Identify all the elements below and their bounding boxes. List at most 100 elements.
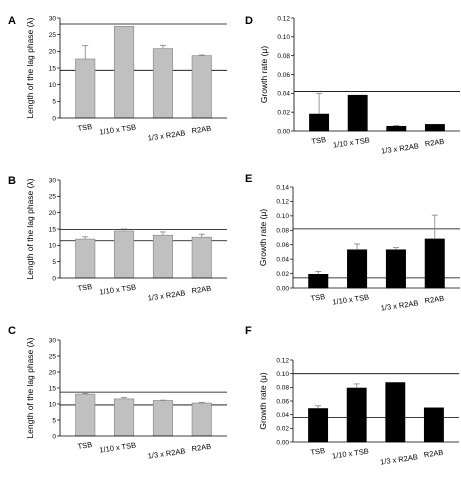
y-tick-label: 0.04 xyxy=(277,91,290,98)
y-tick-label: 0.10 xyxy=(276,371,289,378)
y-tick-label: 0 xyxy=(52,115,56,122)
y-tick-label: 25 xyxy=(49,32,57,39)
chart-panel-b: B Length of the lag phase (λ) 0 5 10 15 20 25 30… xyxy=(8,175,227,303)
bar xyxy=(423,407,444,443)
chart-panel-d: D Growth rate (μ) 0.00 0.02 0.04 0.06 0.08 0.10… xyxy=(245,15,460,156)
x-tick-label: 1/3 x R2AB xyxy=(147,446,186,460)
bar xyxy=(75,238,96,279)
x-tick-label: 1/3 x R2AB xyxy=(381,141,420,155)
y-tick-label: 20 xyxy=(49,369,57,376)
bar xyxy=(424,124,445,132)
bar xyxy=(424,238,445,289)
bar xyxy=(386,125,407,132)
x-tick-label: R2AB xyxy=(423,448,444,460)
x-tick-label: R2AB xyxy=(191,124,212,136)
y-axis-title: Growth rate (μ) xyxy=(258,209,268,266)
bar xyxy=(191,402,212,437)
y-tick-label: 0.10 xyxy=(277,34,290,41)
x-tick-label: TSB xyxy=(77,282,93,293)
chart-panel-e: E Growth rate (μ) 0.00 0.02 0.04 0.06 0.08 0.10… xyxy=(245,173,460,313)
x-tick-label: R2AB xyxy=(424,294,445,306)
bar xyxy=(308,273,329,289)
bar xyxy=(385,249,406,289)
y-tick-label: 0.08 xyxy=(276,228,289,235)
y-tick-label: 0.06 xyxy=(276,398,289,405)
x-tick-label: 1/10 x TSB xyxy=(332,292,370,306)
x-tick-label: R2AB xyxy=(191,442,212,454)
y-tick-label: 10 xyxy=(49,401,57,408)
x-tick-label: 1/10 x TSB xyxy=(99,122,137,136)
y-tick-label: 0.12 xyxy=(276,199,289,206)
panel-label: E xyxy=(245,173,252,185)
chart-panel-a: A Length of the lag phase (λ) 0 5 10 15 20 25 30… xyxy=(8,15,227,143)
y-tick-label: 15 xyxy=(49,65,57,72)
bar xyxy=(309,113,330,132)
y-tick-label: 0.08 xyxy=(277,53,290,60)
panel-label: D xyxy=(245,15,253,27)
y-tick-label: 25 xyxy=(49,194,57,201)
y-tick-label: 0.14 xyxy=(276,184,289,191)
x-tick-label: TSB xyxy=(310,292,326,303)
y-tick-label: 30 xyxy=(49,15,57,22)
bar xyxy=(308,408,329,443)
x-tick-label: 1/3 x R2AB xyxy=(380,298,419,312)
x-tick-label: 1/10 x TSB xyxy=(99,440,137,454)
x-tick-label: 1/3 x R2AB xyxy=(147,288,186,302)
y-tick-label: 0.02 xyxy=(276,426,289,433)
y-tick-label: 30 xyxy=(49,337,57,344)
x-tick-label: TSB xyxy=(311,135,327,146)
y-tick-label: 0.12 xyxy=(277,15,290,22)
panel-label: C xyxy=(8,325,16,337)
bar xyxy=(152,400,173,437)
y-tick-label: 0.12 xyxy=(276,357,289,364)
x-tick-label: 1/10 x TSB xyxy=(331,446,369,460)
y-tick-label: 30 xyxy=(49,177,57,184)
y-axis-title: Growth rate (μ) xyxy=(258,372,268,429)
y-tick-label: 0.10 xyxy=(276,213,289,220)
y-tick-label: 20 xyxy=(49,210,57,217)
x-tick-label: TSB xyxy=(310,446,326,457)
y-tick-label: 0 xyxy=(52,433,56,440)
y-tick-label: 5 xyxy=(52,99,56,106)
y-tick-label: 5 xyxy=(52,417,56,424)
y-tick-label: 0.00 xyxy=(276,285,289,292)
bar xyxy=(346,387,367,443)
bar xyxy=(114,398,135,437)
bar xyxy=(191,55,212,119)
bar xyxy=(75,393,96,437)
y-tick-label: 0.06 xyxy=(277,72,290,79)
bar xyxy=(75,58,96,119)
y-tick-label: 0.04 xyxy=(276,256,289,263)
bar xyxy=(152,234,173,279)
bar xyxy=(385,382,406,443)
x-tick-label: R2AB xyxy=(424,137,445,149)
y-axis-title: Length of the lag phase (λ) xyxy=(25,337,35,438)
bar xyxy=(347,94,368,132)
panel-label: B xyxy=(8,175,16,187)
x-tick-label: 1/10 x TSB xyxy=(99,282,137,296)
y-tick-label: 0.08 xyxy=(276,385,289,392)
chart-panel-c: C Length of the lag phase (λ) 0 5 10 15 20 25 30… xyxy=(8,325,227,461)
y-tick-label: 10 xyxy=(49,82,57,89)
y-tick-label: 20 xyxy=(49,49,57,56)
x-tick-label: R2AB xyxy=(191,284,212,296)
bar xyxy=(152,48,173,119)
x-tick-label: 1/10 x TSB xyxy=(332,135,370,149)
chart-panel-f: F Growth rate (μ) 0.00 0.02 0.04 0.06 0.08 0.10… xyxy=(245,325,459,467)
y-tick-label: 15 xyxy=(49,226,57,233)
y-axis-title: Growth rate (μ) xyxy=(259,46,269,103)
y-tick-label: 15 xyxy=(49,385,57,392)
x-tick-label: TSB xyxy=(77,440,93,451)
y-tick-label: 0.02 xyxy=(276,271,289,278)
y-tick-label: 0.02 xyxy=(277,109,290,116)
y-axis-title: Length of the lag phase (λ) xyxy=(25,178,35,279)
y-tick-label: 0.00 xyxy=(277,128,290,135)
y-tick-label: 0.06 xyxy=(276,242,289,249)
bar xyxy=(191,236,212,279)
y-tick-label: 0 xyxy=(52,275,56,282)
y-tick-label: 0.00 xyxy=(276,439,289,446)
panel-label: F xyxy=(245,325,252,337)
y-tick-label: 5 xyxy=(52,259,56,266)
x-tick-label: TSB xyxy=(77,122,93,133)
